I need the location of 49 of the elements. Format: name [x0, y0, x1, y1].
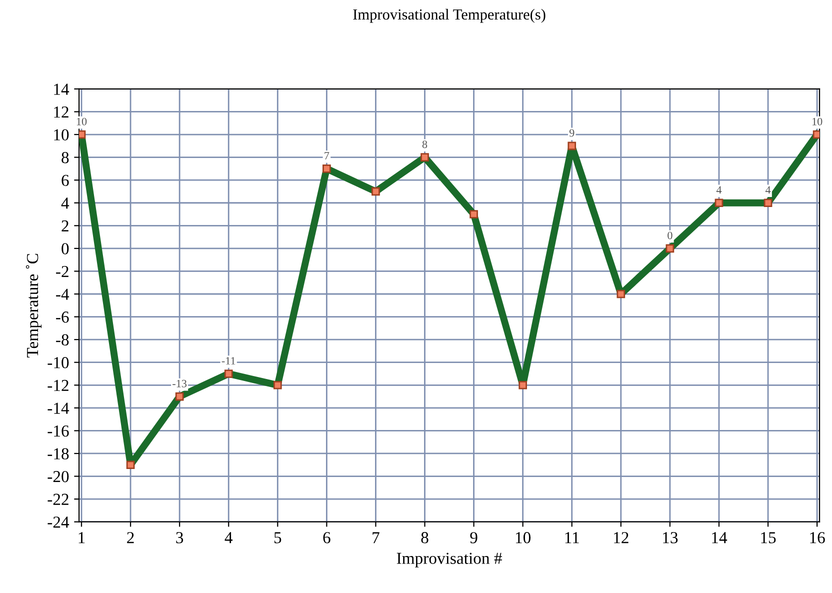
y-tick-label: -4: [56, 288, 70, 300]
y-tick-label: -22: [48, 494, 68, 505]
x-tick-label: 6: [323, 532, 330, 544]
x-tick-label: 9: [470, 532, 478, 544]
x-tick-label: 4: [224, 532, 233, 544]
x-tick-label: 2: [127, 532, 134, 544]
y-tick-label: -16: [48, 425, 69, 437]
x-tick-label: 8: [421, 532, 428, 544]
x-tick-label: 14: [712, 532, 728, 544]
chart-title: Improvisational Temperature(s): [353, 8, 546, 23]
y-tick-label: 2: [62, 220, 68, 232]
x-tick-label: 7: [372, 532, 380, 544]
x-tick-label: 15: [761, 532, 776, 544]
y-tick-label: -20: [48, 470, 69, 482]
data-label: 8: [422, 140, 428, 148]
x-axis-title: Improvisation #: [396, 552, 502, 568]
y-tick-label: -12: [48, 380, 68, 391]
data-label: -13: [172, 380, 187, 388]
x-tick-label: 3: [176, 532, 184, 544]
y-tick-label: 6: [62, 174, 69, 186]
data-label: 0: [668, 232, 672, 240]
y-tick-label: 12: [54, 106, 68, 118]
x-tick-label: 1: [78, 532, 85, 544]
y-axis-title: Temperature ˚C: [26, 254, 42, 358]
x-tick-label: 10: [516, 532, 531, 544]
x-tick-label: 13: [663, 532, 678, 544]
y-tick-label: -24: [48, 516, 70, 528]
y-tick-label: -14: [48, 402, 70, 414]
data-label: 4: [716, 186, 722, 194]
x-tick-label: 5: [274, 532, 282, 544]
data-label: -11: [222, 357, 236, 364]
data-label: 10: [812, 118, 822, 126]
y-tick-label: 10: [54, 129, 69, 140]
y-tick-label: -18: [48, 448, 69, 460]
data-label: 10: [76, 118, 87, 126]
y-tick-label: 4: [61, 198, 70, 209]
y-tick-label: -2: [56, 266, 68, 277]
data-label: 4: [765, 186, 771, 194]
data-label: 9: [569, 129, 574, 137]
y-tick-label: -6: [56, 312, 69, 323]
data-label: 7: [324, 152, 330, 160]
y-tick-label: -8: [56, 334, 69, 346]
x-tick-label: 12: [614, 532, 628, 544]
y-tick-label: -10: [48, 357, 69, 368]
x-tick-label: 16: [810, 532, 825, 544]
y-tick-label: 8: [62, 152, 69, 164]
y-tick-label: 14: [54, 84, 70, 95]
x-tick-label: 11: [565, 532, 579, 544]
y-tick-label: 0: [62, 243, 69, 254]
